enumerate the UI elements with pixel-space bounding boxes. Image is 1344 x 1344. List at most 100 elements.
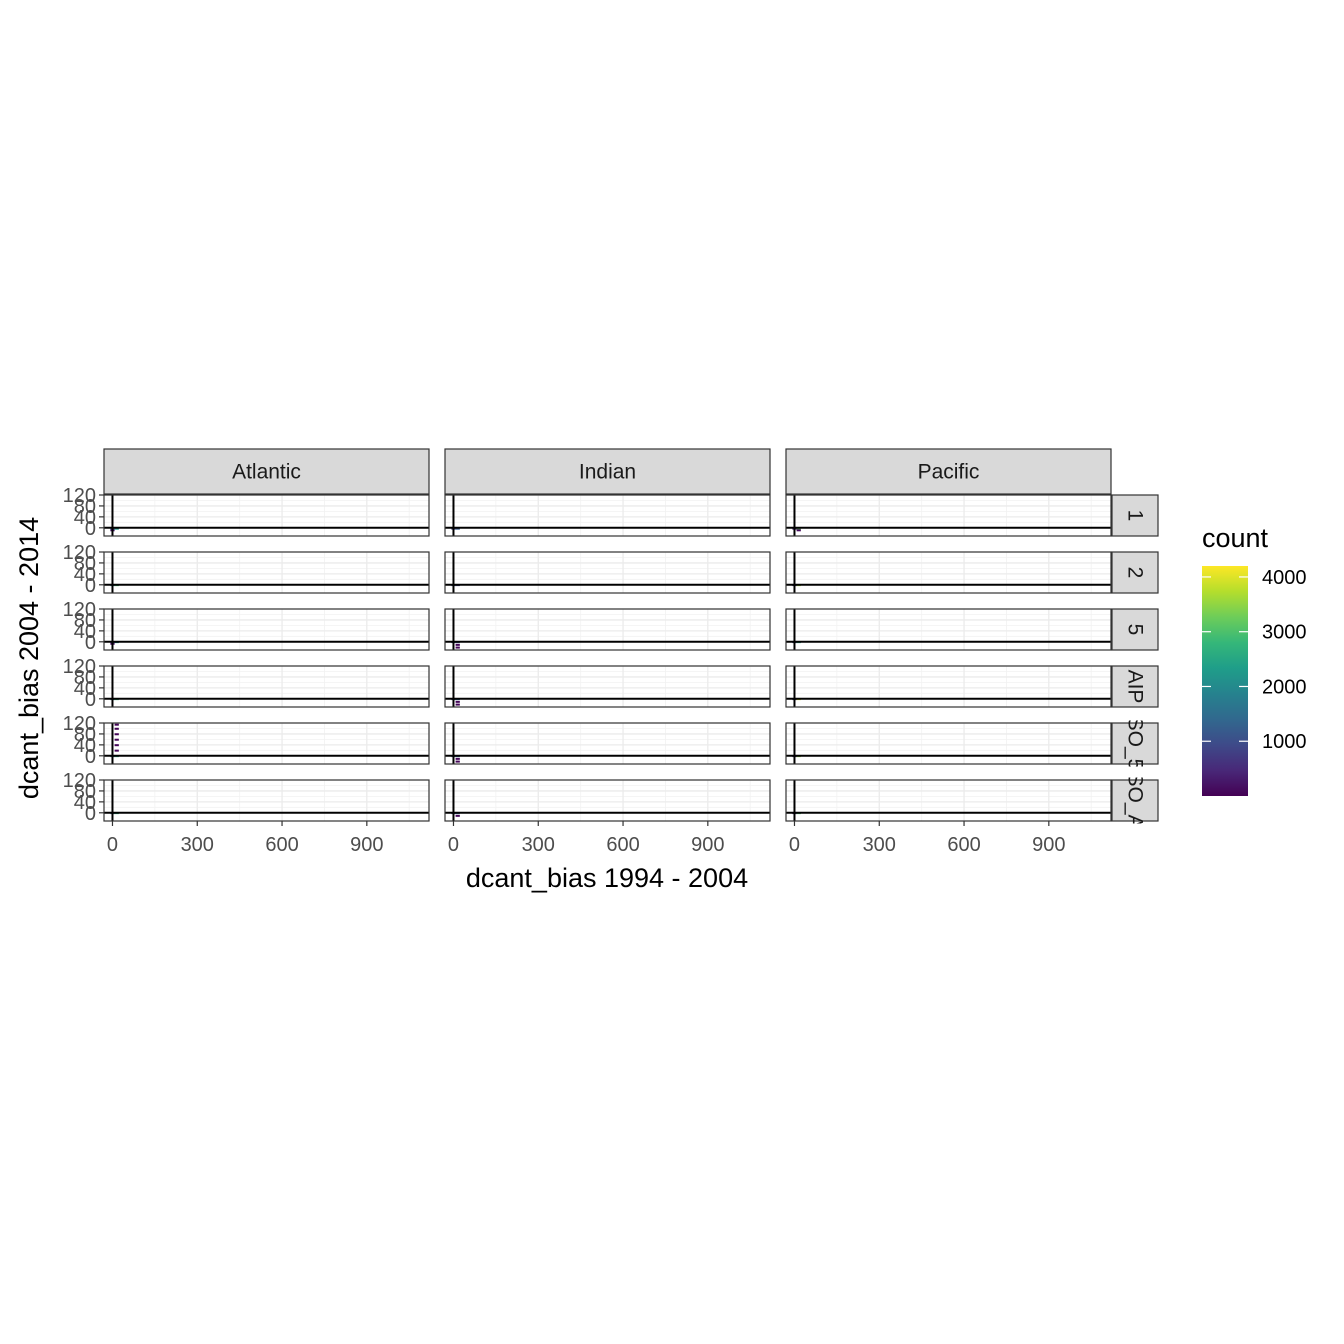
panel-border	[785, 551, 1112, 594]
legend-tick-label: 2000	[1262, 676, 1307, 698]
panel-background	[104, 609, 429, 650]
y-tick-label: 80	[74, 496, 96, 518]
y-tick-label: 80	[74, 610, 96, 632]
row-strip-so_aip: SO_A	[1111, 772, 1159, 828]
y-tick-label: 40	[74, 792, 96, 814]
panel-background	[786, 495, 1111, 536]
panel-border	[444, 551, 771, 594]
legend: count 1000 2000 3000 4000	[1202, 523, 1307, 796]
panel-indian-2	[444, 551, 771, 594]
x-tick-label: 300	[863, 834, 896, 856]
bin-cell	[796, 529, 801, 532]
bin-cell	[114, 738, 119, 741]
panel-background	[104, 780, 429, 821]
y-axis-title: dcant_bias 2004 - 2014	[14, 517, 44, 799]
panel-atlantic-so_aip	[103, 779, 430, 822]
panel-background	[786, 780, 1111, 821]
strip-label: Indian	[579, 461, 636, 484]
bin-cell	[114, 723, 119, 726]
row-strip-box	[1111, 665, 1159, 708]
panel-border	[444, 494, 771, 537]
row-strip-label: 5	[1124, 624, 1147, 636]
panel-pacific-so_5	[785, 722, 1112, 765]
panel-background	[104, 723, 429, 764]
panel-background	[104, 552, 429, 593]
y-tick-label: 40	[74, 678, 96, 700]
x-tick-label: 0	[448, 834, 459, 856]
panel-border	[444, 665, 771, 708]
panel-border	[785, 722, 1112, 765]
bin-cell	[114, 744, 119, 747]
y-tick-label: 40	[74, 564, 96, 586]
x-axis-title: dcant_bias 1994 - 2004	[466, 863, 748, 893]
row-strip-1: 1	[1111, 494, 1159, 537]
strip-label: Pacific	[918, 461, 980, 484]
row-strip-box	[1111, 608, 1159, 651]
panels-layer	[103, 494, 1112, 822]
axes-layer: 0408012004080120040801200408012004080120…	[63, 485, 1066, 856]
panel-background	[445, 780, 770, 821]
x-tick-label: 600	[265, 834, 298, 856]
y-tick-label: 0	[85, 575, 96, 597]
row-strip-label: SO_5	[1124, 717, 1147, 771]
strip-indian: Indian	[444, 448, 771, 495]
x-tick-label: 300	[522, 834, 555, 856]
row-strip-aip: AIP	[1111, 665, 1159, 708]
panel-pacific-aip	[785, 665, 1112, 708]
panel-indian-5	[444, 608, 771, 651]
bin-cell	[455, 646, 460, 649]
panel-pacific-so_aip	[785, 779, 1112, 822]
row-strip-box	[1111, 494, 1159, 537]
row-strip-so_5: SO_5	[1111, 717, 1159, 771]
panel-indian-so_5	[444, 722, 771, 765]
panel-background	[786, 666, 1111, 707]
row-strip-box	[1111, 722, 1159, 765]
row-strip-2: 2	[1111, 551, 1159, 594]
panel-background	[104, 495, 429, 536]
panel-background	[445, 666, 770, 707]
row-strip-label: 2	[1124, 567, 1147, 579]
row-strip-5: 5	[1111, 608, 1159, 651]
row-strip-label: 1	[1124, 510, 1147, 522]
panel-border	[785, 608, 1112, 651]
panel-background	[445, 723, 770, 764]
panel-border	[444, 608, 771, 651]
y-tick-label: 0	[85, 632, 96, 654]
x-axis-indian: 0 300 600 900	[448, 821, 725, 856]
panel-border	[444, 779, 771, 822]
panel-border	[444, 722, 771, 765]
legend-title: count	[1202, 523, 1269, 553]
strip-atlantic: Atlantic	[103, 448, 430, 495]
x-tick-label: 300	[181, 834, 214, 856]
row-strip-label: SO_A	[1124, 772, 1147, 828]
x-tick-label: 600	[606, 834, 639, 856]
bin-cell	[455, 760, 460, 763]
bin-cell	[114, 749, 119, 752]
panel-indian-aip	[444, 665, 771, 708]
panel-atlantic-5	[103, 608, 430, 651]
panel-background	[786, 723, 1111, 764]
panel-border	[785, 494, 1112, 537]
panel-background	[445, 552, 770, 593]
panel-indian-1	[444, 494, 771, 537]
bin-cell	[455, 757, 460, 760]
panel-border	[103, 494, 430, 537]
panel-pacific-2	[785, 551, 1112, 594]
y-tick-label: 0	[85, 518, 96, 540]
panel-indian-so_aip	[444, 779, 771, 822]
strip-label: Atlantic	[232, 461, 301, 484]
y-tick-label: 120	[63, 713, 96, 735]
panel-border	[103, 779, 430, 822]
panel-background	[786, 552, 1111, 593]
y-tick-label: 120	[63, 542, 96, 564]
row-strip-label: AIP	[1124, 670, 1147, 704]
y-tick-label: 80	[74, 781, 96, 803]
legend-tick-label: 3000	[1262, 622, 1307, 644]
strips-layer: Atlantic Indian Pacific 1 2 5 AIP SO_5SO_A	[103, 448, 1159, 828]
x-tick-label: 900	[1032, 834, 1065, 856]
